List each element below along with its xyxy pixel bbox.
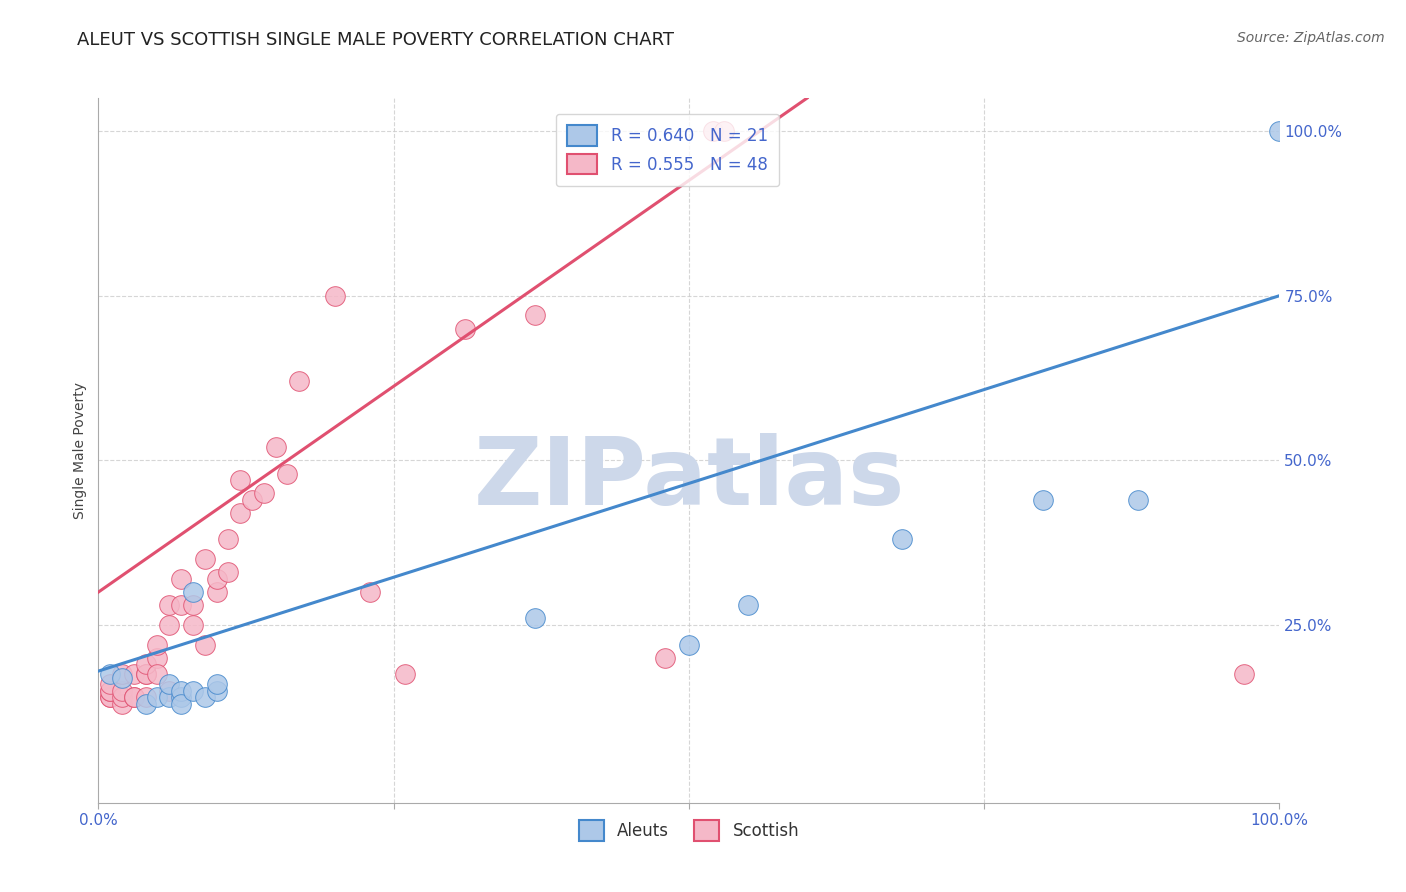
Text: ALEUT VS SCOTTISH SINGLE MALE POVERTY CORRELATION CHART: ALEUT VS SCOTTISH SINGLE MALE POVERTY CO… (77, 31, 675, 49)
Point (98, 683, 121, 698)
Point (453, 321, 475, 335)
Point (98, 690, 121, 705)
Point (135, 697, 157, 711)
Point (135, 667, 157, 681)
Point (135, 690, 157, 705)
Point (122, 690, 145, 705)
Point (111, 671, 134, 685)
Point (170, 599, 193, 613)
Point (890, 533, 912, 547)
Point (122, 690, 145, 705)
Point (181, 599, 204, 613)
Point (157, 677, 180, 691)
Point (217, 566, 239, 580)
Point (194, 638, 217, 652)
Text: ZIPatlas: ZIPatlas (474, 433, 904, 524)
Point (205, 572, 228, 586)
Point (205, 683, 228, 698)
Point (359, 585, 381, 599)
Point (98, 667, 121, 681)
Point (146, 667, 169, 681)
Point (98, 677, 121, 691)
Point (146, 690, 169, 705)
Point (157, 599, 180, 613)
Point (170, 697, 193, 711)
Point (229, 506, 252, 520)
Point (276, 467, 298, 481)
Point (111, 667, 134, 681)
Point (240, 492, 263, 507)
Point (146, 651, 169, 665)
Point (122, 667, 145, 681)
Point (157, 690, 180, 705)
Point (524, 309, 547, 323)
Point (135, 667, 157, 681)
Point (170, 572, 193, 586)
Text: Source: ZipAtlas.com: Source: ZipAtlas.com (1237, 31, 1385, 45)
Point (111, 683, 134, 698)
Point (394, 667, 416, 681)
Point (194, 690, 217, 705)
Point (205, 585, 228, 599)
Point (713, 124, 735, 138)
Point (146, 638, 169, 652)
Point (98, 683, 121, 698)
Point (181, 683, 204, 698)
Point (229, 473, 252, 487)
Point (111, 690, 134, 705)
Point (194, 552, 217, 566)
Point (1233, 667, 1256, 681)
Point (111, 697, 134, 711)
Point (217, 533, 239, 547)
Point (181, 585, 204, 599)
Point (157, 683, 180, 698)
Point (135, 657, 157, 672)
Point (170, 690, 193, 705)
Point (1126, 492, 1149, 507)
Y-axis label: Single Male Poverty: Single Male Poverty (73, 382, 87, 519)
Point (288, 374, 311, 388)
Point (1268, 124, 1291, 138)
Point (678, 638, 700, 652)
Point (654, 651, 676, 665)
Legend: Aleuts, Scottish: Aleuts, Scottish (572, 814, 806, 847)
Point (524, 611, 547, 625)
Point (170, 683, 193, 698)
Point (323, 288, 346, 302)
Point (737, 599, 759, 613)
Point (157, 618, 180, 632)
Point (181, 618, 204, 632)
Point (1032, 492, 1054, 507)
Point (205, 677, 228, 691)
Point (264, 440, 287, 454)
Point (253, 486, 276, 500)
Point (702, 124, 724, 138)
Point (98, 690, 121, 705)
